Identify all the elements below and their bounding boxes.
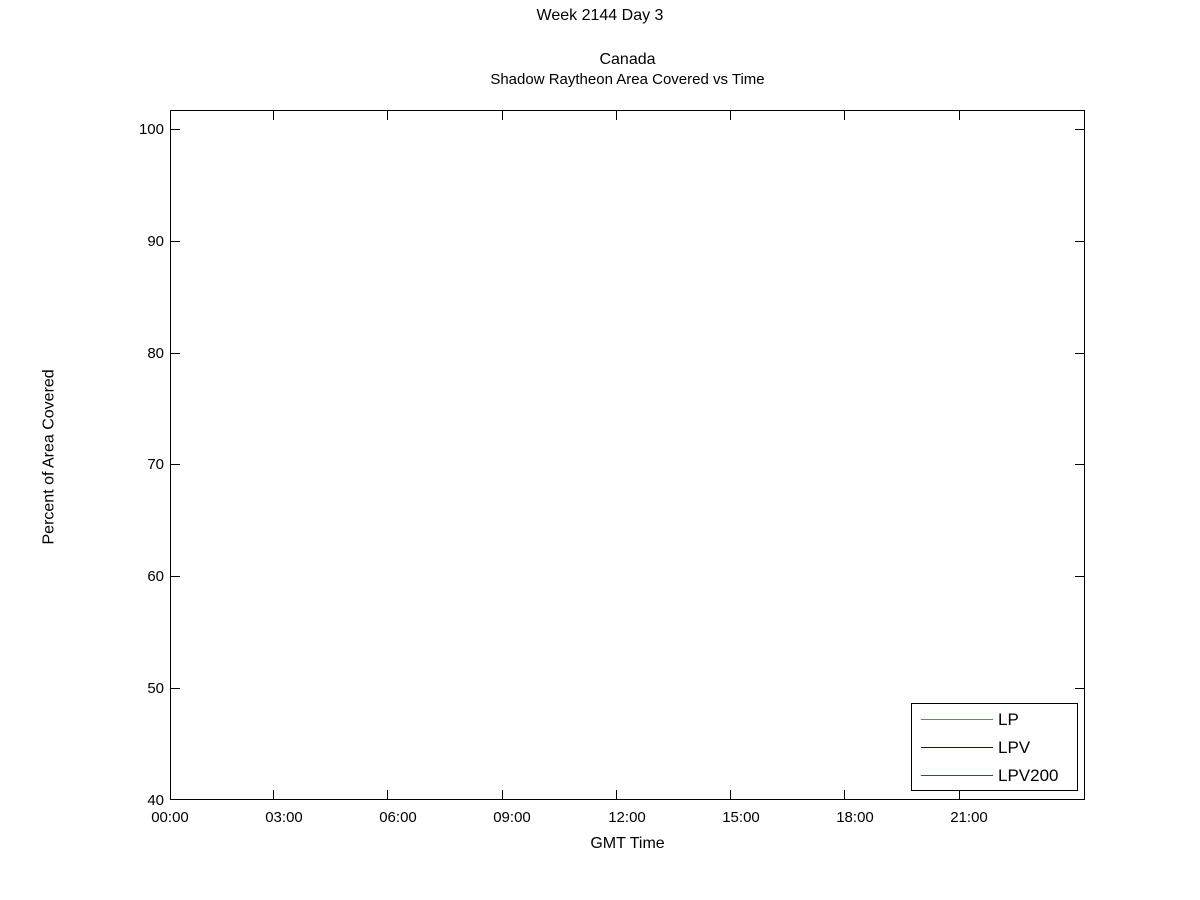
ytick-mark-100 [171, 129, 180, 130]
ytick-mark-right-100 [1075, 129, 1084, 130]
legend-label-lpv: LPV [998, 738, 1031, 757]
legend-label-lpv200: LPV200 [998, 766, 1059, 785]
ytick-mark-80 [171, 353, 180, 354]
plot-data-area [171, 111, 1084, 799]
ytick-mark-70 [171, 464, 180, 465]
ytick-mark-right-60 [1075, 576, 1084, 577]
ytick-mark-right-70 [1075, 464, 1084, 465]
ytick-mark-right-90 [1075, 241, 1084, 242]
ytick-mark-50 [171, 688, 180, 689]
ytick-label-60: 60 [147, 568, 164, 585]
ytick-label-80: 80 [147, 345, 164, 362]
xtick-label-1200: 12:00 [608, 809, 646, 826]
xtick-mark-top-1500 [730, 111, 731, 120]
plot-frame [170, 110, 1085, 800]
ytick-label-90: 90 [147, 233, 164, 250]
xtick-mark-1500 [730, 790, 731, 799]
x-axis-title: GMT Time [590, 835, 665, 852]
ytick-label-50: 50 [147, 680, 164, 697]
xtick-mark-top-1200 [616, 111, 617, 120]
xtick-label-1500: 15:00 [722, 809, 760, 826]
xtick-mark-top-0300 [273, 111, 274, 120]
ytick-label-40: 40 [147, 792, 164, 809]
figure-main-title: Week 2144 Day 3 [536, 7, 664, 24]
xtick-mark-0900 [502, 790, 503, 799]
xtick-mark-top-1800 [844, 111, 845, 120]
figure-region-title: Canada [599, 51, 656, 68]
ytick-mark-right-80 [1075, 353, 1084, 354]
legend-line-swatch-lp [921, 719, 993, 720]
xtick-mark-top-0600 [387, 111, 388, 120]
ytick-label-100: 100 [138, 121, 164, 138]
ytick-mark-right-50 [1075, 688, 1084, 689]
xtick-mark-1800 [844, 790, 845, 799]
xtick-label-2100: 21:00 [950, 809, 988, 826]
xtick-mark-top-2100 [959, 111, 960, 120]
xtick-mark-2100 [959, 790, 960, 799]
xtick-mark-0300 [273, 790, 274, 799]
xtick-label-1800: 18:00 [836, 809, 874, 826]
ytick-mark-90 [171, 241, 180, 242]
legend-line-swatch-lpv [921, 747, 993, 748]
figure-subtitle: Shadow Raytheon Area Covered vs Time [490, 71, 765, 88]
xtick-label-0300: 03:00 [265, 809, 303, 826]
legend-entry-lpv200[interactable]: LPV200 [912, 762, 1079, 790]
xtick-label-0600: 06:00 [379, 809, 417, 826]
figure-title-block: Canada Shadow Raytheon Area Covered vs T… [170, 50, 1085, 89]
xtick-mark-1200 [616, 790, 617, 799]
chart-legend[interactable]: LP LPV LPV200 [911, 703, 1078, 791]
ytick-label-70: 70 [147, 456, 164, 473]
ytick-mark-60 [171, 576, 180, 577]
xtick-label-0900: 09:00 [493, 809, 531, 826]
xtick-mark-0600 [387, 790, 388, 799]
xtick-label-0000: 00:00 [151, 809, 189, 826]
y-axis-title: Percent of Area Covered [40, 369, 58, 545]
legend-line-swatch-lpv200 [921, 775, 993, 776]
legend-entry-lp[interactable]: LP [912, 706, 1079, 734]
legend-entry-lpv[interactable]: LPV [912, 734, 1079, 762]
xtick-mark-top-0900 [502, 111, 503, 120]
legend-label-lp: LP [998, 710, 1019, 729]
